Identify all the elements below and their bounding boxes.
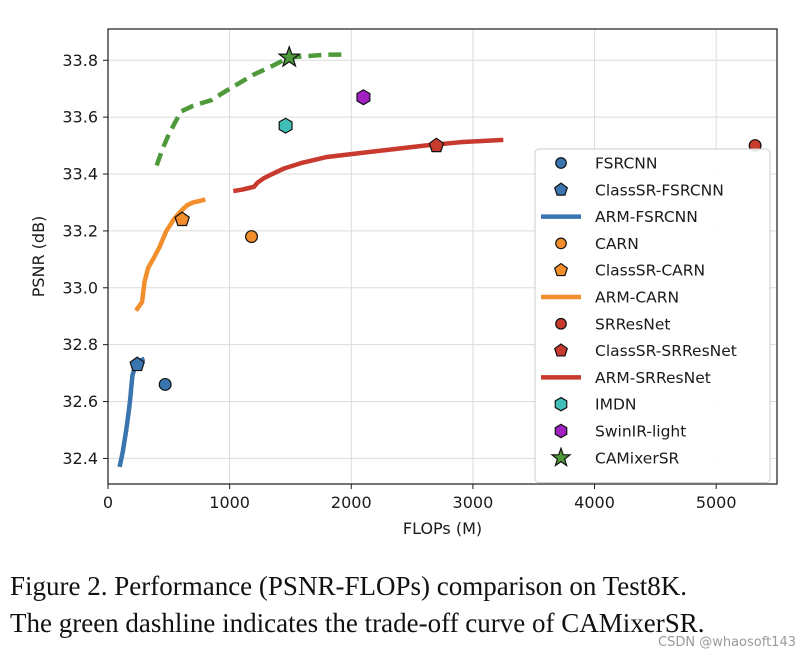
legend-label: IMDN	[595, 396, 636, 414]
legend-item-arm-srresnet: ARM-SRResNet	[541, 369, 711, 387]
legend-marker-swatch	[554, 396, 568, 412]
data-point-fsrcnn	[158, 377, 172, 391]
legend-item-arm-carn: ARM-CARN	[541, 289, 679, 307]
y-tick-label: 32.6	[62, 392, 98, 411]
legend-marker-swatch	[553, 182, 569, 196]
watermark: CSDN @whaosoft143	[658, 635, 796, 650]
legend-item-classsr-srresnet: ClassSR-SRResNet	[553, 342, 737, 360]
legend-label: ClassSR-SRResNet	[595, 342, 737, 360]
x-tick-label: 0	[103, 493, 113, 512]
legend-label: ClassSR-FSRCNN	[595, 181, 724, 199]
legend-item-fsrcnn: FSRCNN	[555, 155, 658, 173]
legend-label: ARM-SRResNet	[595, 369, 711, 387]
legend-label: SwinIR-light	[595, 423, 686, 441]
legend-marker-swatch	[553, 343, 569, 357]
y-tick-label: 33.0	[62, 278, 98, 297]
legend-marker-swatch	[550, 446, 572, 467]
data-point-classsr-fsrcnn	[129, 356, 145, 372]
legend-marker-swatch	[555, 237, 567, 250]
y-tick-label: 32.4	[62, 449, 98, 468]
x-tick-label: 5000	[696, 493, 737, 512]
data-point-classsr-carn	[174, 211, 190, 227]
caption-line-2: The green dashline indicates the trade-o…	[10, 608, 705, 638]
series-line-arm-fsrcnn	[117, 356, 146, 468]
legend: FSRCNN ClassSR-FSRCNN ARM-FSRCNN CARN ClassS…	[534, 148, 771, 484]
legend-item-camixersr: CAMixerSR	[550, 446, 680, 467]
legend-item-arm-fsrcnn: ARM-FSRCNN	[541, 208, 698, 226]
legend-marker-swatch	[555, 157, 567, 169]
plot-frame	[107, 28, 778, 485]
series-line-camixersr-trade-off	[154, 52, 346, 167]
x-tick-label: 4000	[574, 493, 615, 512]
y-tick-label: 33.8	[62, 51, 98, 70]
legend-label: SRResNet	[595, 315, 671, 333]
y-tick-label: 33.6	[62, 108, 98, 127]
y-axis-label: PSNR (dB)	[29, 216, 48, 298]
legend-label: ARM-CARN	[595, 289, 679, 307]
data-point-imdn	[278, 117, 293, 134]
figure-caption: Figure 2. Performance (PSNR-FLOPs) compa…	[10, 568, 800, 642]
series-line-arm-srresnet	[232, 137, 504, 194]
legend-label: CAMixerSR	[595, 449, 680, 467]
legend-marker-swatch	[553, 262, 569, 277]
x-tick-label: 2000	[331, 493, 372, 512]
data-point-classsr-srresnet	[428, 137, 445, 153]
data-point-camixersr	[277, 44, 302, 68]
data-point-carn	[245, 230, 259, 244]
x-tick-label: 1000	[209, 493, 250, 512]
x-axis-label: FLOPs (M)	[403, 519, 482, 538]
legend-marker-swatch	[554, 423, 568, 439]
series-layer	[117, 44, 762, 468]
legend-item-imdn: IMDN	[554, 396, 636, 414]
legend-item-carn: CARN	[555, 235, 639, 253]
legend-marker-swatch	[555, 317, 567, 330]
series-line-arm-carn	[134, 197, 206, 312]
y-axis-ticks: 32.4 32.6 32.8 33.0 33.2 33.4 33.6 33.8	[62, 51, 108, 468]
y-tick-label: 33.4	[62, 165, 98, 184]
y-tick-label: 33.2	[62, 221, 98, 240]
legend-item-srresnet: SRResNet	[555, 315, 671, 333]
psnr-flops-chart: 0 1000 2000 3000 4000 5000 32.4 32.6 32.8 33.0 33…	[29, 28, 778, 538]
legend-label: CARN	[595, 235, 639, 253]
x-tick-label: 3000	[453, 493, 494, 512]
x-axis-ticks: 0 1000 2000 3000 4000 5000	[103, 484, 737, 512]
caption-line-1: Figure 2. Performance (PSNR-FLOPs) compa…	[10, 571, 688, 601]
data-point-swinir-light	[356, 89, 371, 106]
y-tick-label: 32.8	[62, 335, 98, 354]
legend-item-swinir-light: SwinIR-light	[554, 423, 686, 441]
legend-label: ARM-FSRCNN	[595, 208, 698, 226]
legend-item-classsr-carn: ClassSR-CARN	[553, 262, 705, 280]
legend-item-classsr-fsrcnn: ClassSR-FSRCNN	[553, 181, 724, 199]
legend-label: ClassSR-CARN	[595, 262, 705, 280]
legend-label: FSRCNN	[595, 155, 658, 173]
legend-box	[534, 148, 771, 484]
